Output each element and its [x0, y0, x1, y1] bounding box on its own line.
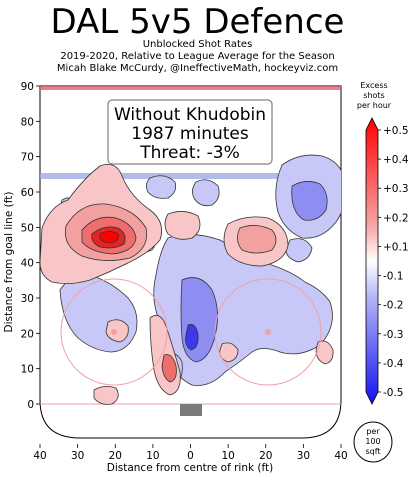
unit-badge-line-3: sqft [365, 447, 380, 456]
x-axis: 40 30 20 10 0 10 20 30 40 [33, 444, 348, 462]
chart-subtitle-shot-rates: Unblocked Shot Rates [142, 39, 253, 50]
region-positive [105, 319, 129, 343]
colorbar-tick-label: -0.3 [383, 329, 404, 341]
unit-badge [353, 421, 393, 463]
colorbar-tick-label: +0.3 [383, 183, 409, 195]
y-tick-label: 40 [21, 258, 34, 270]
x-tick-label: 40 [334, 450, 347, 462]
blue-line [40, 173, 341, 179]
chart-subtitle-author: Micah Blake McCurdy, @IneffectiveMath, h… [56, 63, 339, 74]
annotation-line-2: 1987 minutes [131, 124, 249, 144]
y-tick-label: 0 [27, 399, 34, 411]
x-tick-label: 30 [71, 450, 84, 462]
y-tick-label: 90 [21, 81, 34, 93]
colorbar-title-2: shots [363, 91, 384, 100]
red-line [40, 86, 341, 90]
colorbar-tick-label: -0.2 [383, 300, 404, 312]
x-tick-label: 30 [297, 450, 310, 462]
y-tick-label: 20 [21, 328, 34, 340]
chart-subtitle-season: 2019-2020, Relative to League Average fo… [60, 51, 335, 62]
y-tick-label: 80 [21, 116, 34, 128]
y-axis: 0 10 20 30 40 50 60 70 80 90 [21, 81, 40, 411]
x-tick-label: 0 [187, 450, 194, 462]
colorbar [365, 117, 379, 405]
y-tick-label: 70 [21, 152, 34, 164]
colorbar-tick-label: -0.5 [383, 387, 404, 399]
x-axis-label: Distance from centre of rink (ft) [107, 462, 274, 474]
chart-title: DAL 5v5 Defence [50, 2, 345, 42]
goal-net [180, 404, 202, 416]
x-tick-label: 10 [221, 450, 234, 462]
region-positive [99, 231, 119, 244]
colorbar-tick-label: +0.4 [383, 154, 409, 166]
colorbar-tick-label: -0.4 [383, 358, 404, 370]
colorbar-tick-label: +0.5 [383, 125, 409, 137]
region-positive [315, 340, 334, 365]
colorbar-title-1: Excess [360, 81, 387, 90]
region-positive [237, 225, 277, 254]
y-tick-label: 30 [21, 293, 34, 305]
unit-badge-line-1: per [366, 427, 380, 436]
region-negative [185, 324, 199, 351]
annotation-line-3: Threat: -3% [139, 143, 240, 163]
x-tick-label: 20 [259, 450, 272, 462]
region-negative [285, 238, 313, 263]
faceoff-dot-left [111, 329, 117, 335]
shot-rate-contours [40, 86, 341, 405]
y-tick-label: 60 [21, 187, 34, 199]
faceoff-circle-left [60, 278, 168, 386]
colorbar-tick-label: +0.1 [383, 241, 409, 253]
x-tick-label: 40 [33, 450, 46, 462]
faceoff-circle-right [214, 278, 322, 386]
colorbar-tick-label: +0.2 [383, 212, 409, 224]
unit-badge-line-2: 100 [365, 437, 380, 446]
region-positive [161, 354, 177, 383]
region-positive [164, 211, 201, 240]
colorbar-ticks: +0.5 +0.4 +0.3 +0.2 +0.1 -0.1 -0.2 -0.3 -0.4 -0.5 [378, 125, 409, 399]
y-tick-label: 50 [21, 222, 34, 234]
annotation-box [107, 99, 273, 165]
colorbar-title-3: per hour [357, 101, 392, 110]
region-negative [192, 179, 220, 207]
region-positive [93, 386, 119, 405]
faceoff-dot-right [265, 329, 271, 335]
annotation-line-1: Without Khudobin [114, 105, 266, 125]
region-negative [291, 181, 328, 221]
y-tick-label: 10 [21, 364, 34, 376]
y-axis-label: Distance from goal line (ft) [3, 192, 15, 333]
x-tick-label: 20 [109, 450, 122, 462]
region-negative [146, 175, 177, 199]
colorbar-tick-label: -0.1 [383, 271, 404, 283]
x-tick-label: 10 [146, 450, 159, 462]
